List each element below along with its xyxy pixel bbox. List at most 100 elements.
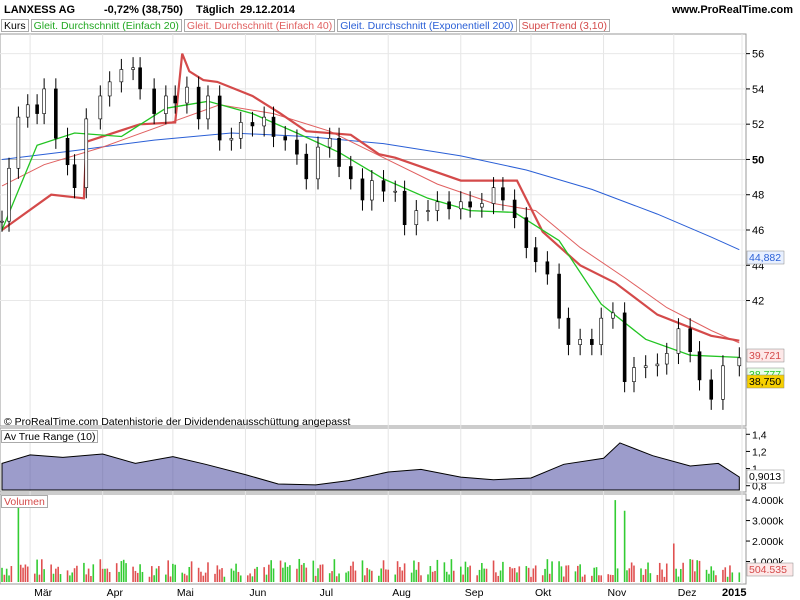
- volume-bar: [214, 573, 216, 582]
- price-candle: [599, 317, 604, 345]
- volume-bar: [567, 565, 570, 582]
- instrument-name: LANXESS AG: [4, 4, 76, 16]
- volume-bar: [151, 566, 153, 582]
- volume-bar: [361, 560, 364, 582]
- legend-ema200[interactable]: Gleit. Durchschnitt (Exponentiell 200): [337, 19, 517, 32]
- price-candle: [327, 137, 332, 148]
- volume-bar: [73, 568, 76, 582]
- price-candle: [590, 339, 594, 345]
- volume-bar: [300, 564, 303, 582]
- volume-bar: [399, 566, 401, 582]
- price-candle: [295, 139, 299, 155]
- legend-atr[interactable]: Av True Range (10): [1, 430, 99, 443]
- volume-bar: [364, 575, 366, 582]
- month-label: Sep: [465, 587, 484, 599]
- volume-bar: [125, 563, 127, 582]
- price-change: -0,72% (38,750): [104, 4, 183, 16]
- price-candle: [164, 95, 168, 114]
- legend-volume[interactable]: Volumen: [1, 495, 48, 508]
- month-label: Mai: [177, 587, 194, 599]
- price-candle: [35, 104, 39, 114]
- volume-bar: [600, 575, 603, 582]
- price-tick-label: 46: [752, 225, 764, 237]
- volume-bar: [469, 565, 471, 582]
- volume-bar: [303, 563, 305, 582]
- volume-bar: [169, 576, 172, 582]
- month-label: Okt: [535, 587, 551, 599]
- volume-bar: [333, 559, 336, 582]
- volume-bar: [431, 571, 434, 582]
- price-legend: Kurs Gleit. Durchschnitt (Einfach 20) Gl…: [1, 19, 612, 32]
- price-candle: [458, 201, 463, 210]
- price-candle: [119, 69, 124, 83]
- legend-sma40[interactable]: Gleit. Durchschnitt (Einfach 40): [183, 19, 336, 32]
- volume-bar: [38, 574, 41, 582]
- price-candle: [468, 201, 472, 208]
- volume-bar: [378, 575, 380, 582]
- volume-bar: [616, 568, 619, 582]
- price-candle: [381, 180, 386, 192]
- volume-bar: [682, 562, 684, 582]
- month-label: Apr: [107, 587, 124, 599]
- volume-bar: [141, 571, 144, 582]
- price-candle: [238, 122, 243, 139]
- volume-bar: [296, 568, 298, 582]
- volume-bar: [478, 569, 481, 582]
- volume-bar: [92, 564, 95, 582]
- volume-bar: [286, 566, 289, 582]
- volume-bar: [230, 568, 233, 582]
- volume-bar: [738, 572, 741, 582]
- volume-bar: [579, 564, 581, 582]
- legend-supertrend[interactable]: SuperTrend (3,10): [518, 19, 610, 32]
- volume-bar: [328, 573, 331, 582]
- legend-kurs[interactable]: Kurs: [1, 19, 29, 32]
- volume-bar: [689, 559, 691, 582]
- price-candle: [697, 351, 702, 381]
- volume-bar: [382, 560, 385, 582]
- volume-value-box: [746, 562, 794, 577]
- volume-bar: [450, 559, 453, 582]
- volume-bar: [511, 568, 514, 582]
- atr-value-label: 0,9013: [749, 471, 781, 483]
- volume-bar: [317, 568, 319, 582]
- price-candle: [393, 190, 398, 193]
- volume-bar: [202, 575, 205, 582]
- volume-bar: [36, 559, 38, 582]
- volume-bar: [172, 563, 174, 582]
- axis-value-label: 44,882: [749, 252, 781, 264]
- volume-bar: [544, 568, 546, 582]
- volume-bar: [19, 564, 22, 582]
- volume-bar: [188, 566, 191, 582]
- volume-bar: [57, 566, 59, 582]
- volume-tick-label: 4.000k: [752, 495, 784, 507]
- volume-bar: [448, 574, 450, 582]
- volume-bar: [101, 568, 104, 582]
- atr-tick-label: 1,2: [752, 446, 767, 458]
- volume-bar: [675, 568, 677, 582]
- legend-sma20[interactable]: Gleit. Durchschnitt (Einfach 20): [30, 19, 182, 32]
- axis-value-box: [746, 348, 785, 363]
- price-candle: [107, 81, 112, 97]
- volume-bar: [22, 567, 24, 582]
- month-label: Jul: [320, 587, 333, 599]
- volume-bar: [319, 564, 322, 582]
- volume-bar: [66, 570, 69, 582]
- volume-bar: [532, 568, 535, 582]
- volume-bar: [628, 568, 631, 582]
- price-candle: [98, 95, 103, 120]
- price-candle: [622, 312, 627, 382]
- price-candle: [578, 339, 582, 345]
- month-label: Dez: [678, 587, 697, 599]
- volume-bar: [158, 566, 160, 582]
- volume-bar: [705, 569, 708, 582]
- axis-value-box: [746, 250, 785, 265]
- price-candle: [480, 203, 484, 208]
- volume-bar: [464, 561, 467, 582]
- volume-bar: [239, 575, 242, 582]
- volume-bar: [235, 563, 237, 582]
- price-candle: [370, 180, 374, 201]
- price-candle: [491, 187, 496, 204]
- volume-bar: [630, 562, 633, 582]
- volume-bar: [658, 562, 661, 582]
- volume-bar: [715, 575, 717, 582]
